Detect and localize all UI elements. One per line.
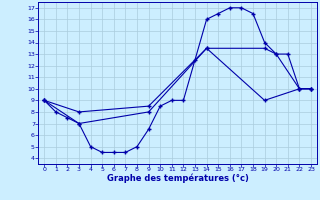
X-axis label: Graphe des températures (°c): Graphe des températures (°c) (107, 174, 249, 183)
